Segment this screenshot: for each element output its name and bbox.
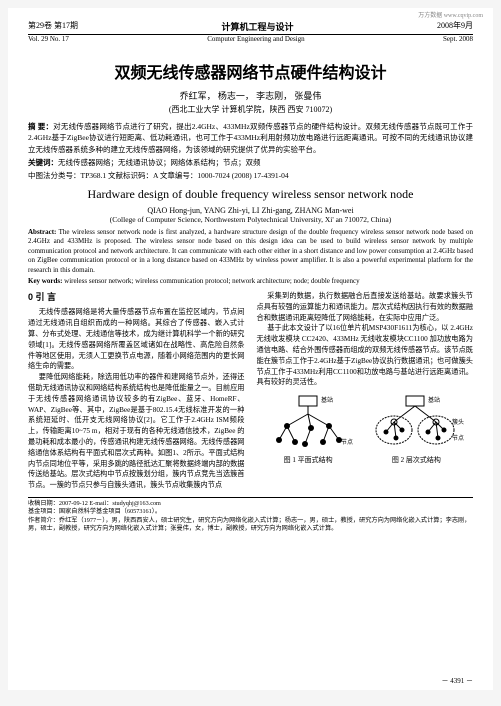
authors-cn: 乔红军， 杨志一， 李志刚， 张曼伟 xyxy=(28,89,473,102)
fig1-node-label: 节点 xyxy=(341,438,353,446)
fig2-head-label: 簇头 xyxy=(452,418,464,426)
title-en: Hardware design of double frequency wire… xyxy=(28,187,473,202)
date-en: Sept. 2008 xyxy=(443,35,473,43)
footer-line3: 作者简介：乔红军（1977－），男，陕西西安人，硕士研究生，研究方向为网络化嵌入… xyxy=(28,517,473,534)
body-columns: 0 引 言 无线传感器网络是将大量传感器节点布置在监控区域内，节点间通过无线通讯… xyxy=(28,291,473,491)
header-row-en: Vol. 29 No. 17 Computer Engineering and … xyxy=(28,35,473,45)
fig1-svg: 基站 节点 xyxy=(263,392,353,454)
title-cn: 双频无线传感器网络节点硬件结构设计 xyxy=(28,59,473,83)
fig1-base-label: 基站 xyxy=(321,396,333,404)
fig2-base-label: 基站 xyxy=(428,396,440,404)
abstract-en: Abstract: The wireless sensor network no… xyxy=(28,228,473,275)
right-column: 采集到的数据，执行数据融合后直接发送给基站。故要求簇头节点具有较强的运算能力和通… xyxy=(257,291,474,491)
abstract-cn-text: 对无线传感器网络节点进行了研究，提出2.4GHz、433MHz双频传感器节点的硬… xyxy=(28,122,473,154)
journal-cn: 计算机工程与设计 xyxy=(221,20,293,33)
abstract-cn-label: 摘 要： xyxy=(28,122,53,131)
figure-2: 基站 簇头 节点 图 2 层次式结构 xyxy=(366,392,466,466)
page-number: － 4391 － xyxy=(442,676,474,686)
header-row-cn: 第29卷 第17期 计算机工程与设计 2008年9月 xyxy=(28,20,473,35)
source-tag: 万方数据 www.cqvip.com xyxy=(418,10,483,19)
keywords-cn: 关键词：无线传感器网络；无线通讯协议；网络体系结构；节点；双频 xyxy=(28,157,473,168)
para-r1: 采集到的数据，执行数据融合后直接发送给基站。故要求簇头节点具有较强的运算能力和通… xyxy=(257,291,474,323)
keywords-cn-text: 无线传感器网络；无线通讯协议；网络体系结构；节点；双频 xyxy=(58,158,261,167)
keywords-en-label: Key words: xyxy=(28,277,62,285)
abstract-cn: 摘 要：对无线传感器网络节点进行了研究，提出2.4GHz、433MHz双频传感器… xyxy=(28,121,473,155)
fig2-svg: 基站 簇头 节点 xyxy=(366,392,466,454)
figure-row: 基站 节点 图 1 平面式结构 xyxy=(257,392,474,466)
abstract-en-label: Abstract: xyxy=(28,228,56,236)
keywords-en: Key words: wireless sensor network; wire… xyxy=(28,277,473,285)
journal-en: Computer Engineering and Design xyxy=(207,35,304,43)
keywords-cn-label: 关键词： xyxy=(28,158,58,167)
authors-en: QIAO Hong-jun, YANG Zhi-yi, LI Zhi-gang,… xyxy=(28,206,473,215)
fig1-caption: 图 1 平面式结构 xyxy=(263,455,353,466)
footer-line2: 基金项目：国家自然科学基金项目（60573161）。 xyxy=(28,508,473,516)
footer-block: 收稿日期：2007-09-12 E-mail：studyqhj@163.com … xyxy=(28,497,473,533)
keywords-en-text: wireless sensor network; wireless commun… xyxy=(64,277,359,285)
left-column: 0 引 言 无线传感器网络是将大量传感器节点布置在监控区域内，节点间通过无线通讯… xyxy=(28,291,245,491)
fig2-node-label: 节点 xyxy=(452,434,464,442)
vol-en: Vol. 29 No. 17 xyxy=(28,35,69,43)
para-r2: 基于此本文设计了以16位单片机MSP430F1611为核心，以 2.4GHz 无… xyxy=(257,323,474,388)
para-l2: 要降低网络能耗，除选用低功率的器件和建网络节点外，还得还借助无线通讯协议和网络结… xyxy=(28,372,245,491)
fig2-caption: 图 2 层次式结构 xyxy=(366,455,466,466)
affil-cn: (西北工业大学 计算机学院，陕西 西安 710072) xyxy=(28,104,473,115)
date-cn: 2008年9月 xyxy=(437,20,473,33)
figure-1: 基站 节点 图 1 平面式结构 xyxy=(263,392,353,466)
affil-en: (College of Computer Science, Northweste… xyxy=(28,215,473,224)
abstract-en-text: The wireless sensor network node is firs… xyxy=(28,228,473,274)
section-0-head: 0 引 言 xyxy=(28,291,245,305)
para-l1: 无线传感器网络是将大量传感器节点布置在监控区域内，节点间通过无线通讯自组织而成的… xyxy=(28,307,245,372)
vol-cn: 第29卷 第17期 xyxy=(28,20,78,33)
class-code: 中图法分类号：TP368.1 文献标识码：A 文章编号：1000-7024 (2… xyxy=(28,170,473,181)
